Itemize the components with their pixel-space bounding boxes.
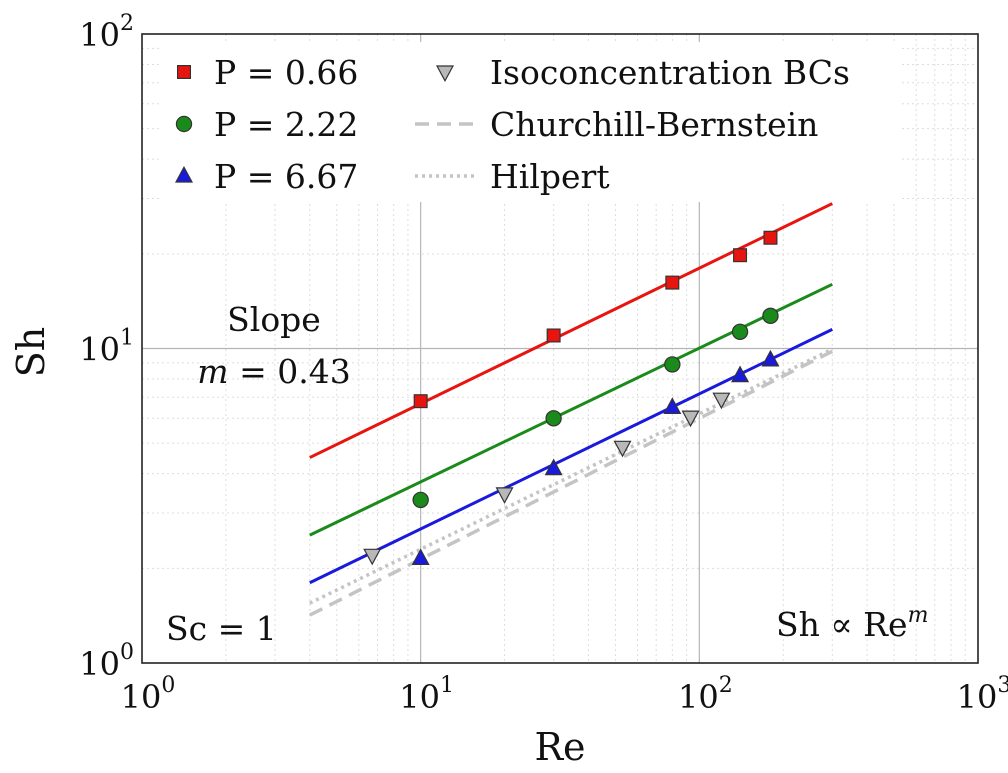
- y-tick-label: 101: [79, 326, 134, 369]
- data-point-circle: [412, 491, 429, 509]
- legend-marker-triangle-down: [435, 65, 455, 83]
- legend-label: P = 0.66: [214, 53, 358, 92]
- y-axis-label: Sh: [9, 327, 53, 378]
- data-point-square: [733, 248, 748, 263]
- data-markers: [363, 230, 780, 566]
- data-point-triangle-up: [761, 349, 780, 367]
- data-point-circle: [664, 356, 681, 373]
- data-point-triangle-down: [613, 440, 632, 458]
- slope-value: m = 0.43: [197, 352, 350, 391]
- tick-labels: 100 101 102 103 100 101 102: [79, 11, 1008, 716]
- legend-marker-triangle-up: [174, 165, 194, 183]
- legend-label: P = 2.22: [214, 105, 358, 144]
- legend-label: Isoconcentration BCs: [490, 53, 850, 92]
- data-point-triangle-down: [363, 548, 382, 566]
- data-point-circle: [545, 410, 562, 427]
- data-point-triangle-down: [681, 410, 700, 428]
- legend-marker-circle: [175, 115, 193, 133]
- correlation-line: [308, 349, 834, 617]
- x-tick-label: 100: [121, 673, 176, 716]
- data-point-triangle-up: [544, 458, 563, 476]
- legend-marker-square: [177, 64, 192, 79]
- y-tick-label: 100: [79, 640, 134, 683]
- x-tick-label: 102: [678, 673, 733, 716]
- fit-line: [309, 328, 833, 585]
- sc-label: Sc = 1: [166, 609, 277, 648]
- slope-label: Slope: [227, 300, 321, 339]
- correlation-line: [309, 347, 834, 605]
- legend: P = 0.66 P = 2.22 P = 6.67 Isoconcentration…: [160, 42, 900, 202]
- data-point-triangle-up: [663, 397, 682, 414]
- data-point-triangle-up: [411, 548, 430, 566]
- data-point-circle: [731, 323, 749, 341]
- y-tick-label: 102: [79, 11, 134, 54]
- data-point-triangle-up: [731, 365, 750, 383]
- proportionality-label: Sh ∝ Rem: [776, 603, 928, 644]
- data-point-circle: [762, 307, 779, 325]
- data-point-triangle-down: [495, 487, 514, 504]
- fit-lines: [309, 202, 833, 585]
- correlation-lines: [308, 347, 834, 617]
- x-tick-label: 103: [957, 673, 1008, 716]
- data-point-square: [763, 230, 778, 245]
- data-point-triangle-down: [712, 392, 731, 410]
- legend-label: Hilpert: [490, 157, 610, 196]
- data-point-square: [665, 275, 680, 290]
- legend-background: [160, 42, 900, 202]
- plot-frame: [141, 33, 979, 664]
- legend-label: P = 6.67: [214, 157, 358, 196]
- fit-line: [309, 282, 833, 537]
- legend-label: Churchill-Bernstein: [490, 105, 818, 144]
- data-point-square: [413, 394, 428, 409]
- x-tick-label: 101: [399, 673, 454, 716]
- fit-line: [309, 202, 833, 459]
- x-axis-label: Re: [534, 725, 585, 769]
- data-point-square: [546, 328, 561, 343]
